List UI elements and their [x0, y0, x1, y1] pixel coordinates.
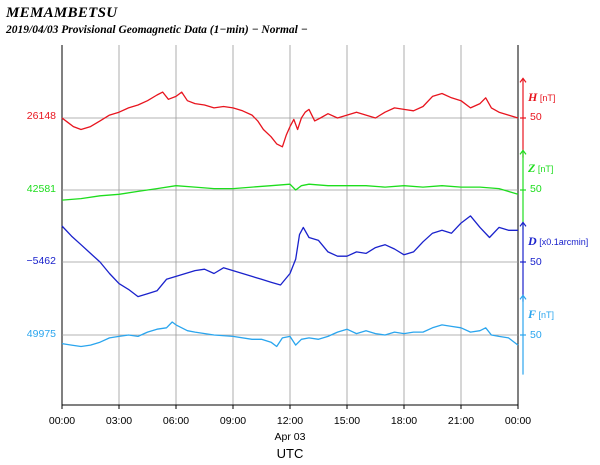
- f-unit: [nT]: [538, 310, 555, 320]
- series-line-z: [61, 183, 519, 201]
- x-tick-label: 09:00: [219, 415, 247, 427]
- plot-grid: [61, 45, 527, 409]
- x-tick-label: 18:00: [390, 415, 418, 427]
- h-component-label: H [nT]: [528, 90, 555, 105]
- date-label: Apr 03: [274, 431, 306, 443]
- d-component-name: D: [528, 234, 537, 248]
- d-unit: [x0.1arcmin]: [539, 237, 589, 247]
- d-scale-label: 50: [530, 256, 542, 268]
- z-baseline-label: 42581: [26, 183, 56, 195]
- series-line-f: [61, 321, 519, 348]
- series-line-h: [61, 91, 519, 148]
- d-baseline-label: −5462: [26, 255, 57, 267]
- x-tick-label: 00:00: [504, 415, 532, 427]
- x-tick-label: 15:00: [333, 415, 361, 427]
- station-title: MEMAMBETSU: [6, 5, 118, 21]
- f-component-name: F: [528, 307, 537, 321]
- d-component-label: D [x0.1arcmin]: [528, 234, 588, 249]
- plot-series: [61, 91, 519, 348]
- scale-bar-arrow: [519, 149, 527, 155]
- series-line-d: [61, 215, 518, 298]
- scale-bar-arrow: [519, 77, 527, 83]
- f-component-label: F [nT]: [528, 307, 554, 322]
- h-unit: [nT]: [539, 93, 556, 103]
- x-tick-label: 21:00: [447, 415, 475, 427]
- scale-bar-arrow: [519, 221, 527, 227]
- x-tick-label: 03:00: [105, 415, 133, 427]
- f-scale-label: 50: [530, 329, 542, 341]
- z-component-name: Z: [528, 161, 536, 175]
- x-tick-label: 06:00: [162, 415, 190, 427]
- z-component-label: Z [nT]: [528, 161, 553, 176]
- x-tick-label: 00:00: [48, 415, 76, 427]
- x-axis-title: UTC: [276, 446, 304, 461]
- z-unit: [nT]: [537, 164, 554, 174]
- scale-bar-arrow: [519, 294, 527, 300]
- z-scale-label: 50: [530, 183, 542, 195]
- f-baseline-label: 49975: [26, 328, 56, 340]
- x-tick-label: 12:00: [276, 415, 304, 427]
- h-scale-label: 50: [530, 111, 542, 123]
- h-baseline-label: 26148: [26, 110, 56, 122]
- chart-subtitle: 2019/04/03 Provisional Geomagnetic Data …: [6, 24, 308, 36]
- h-component-name: H: [528, 90, 538, 104]
